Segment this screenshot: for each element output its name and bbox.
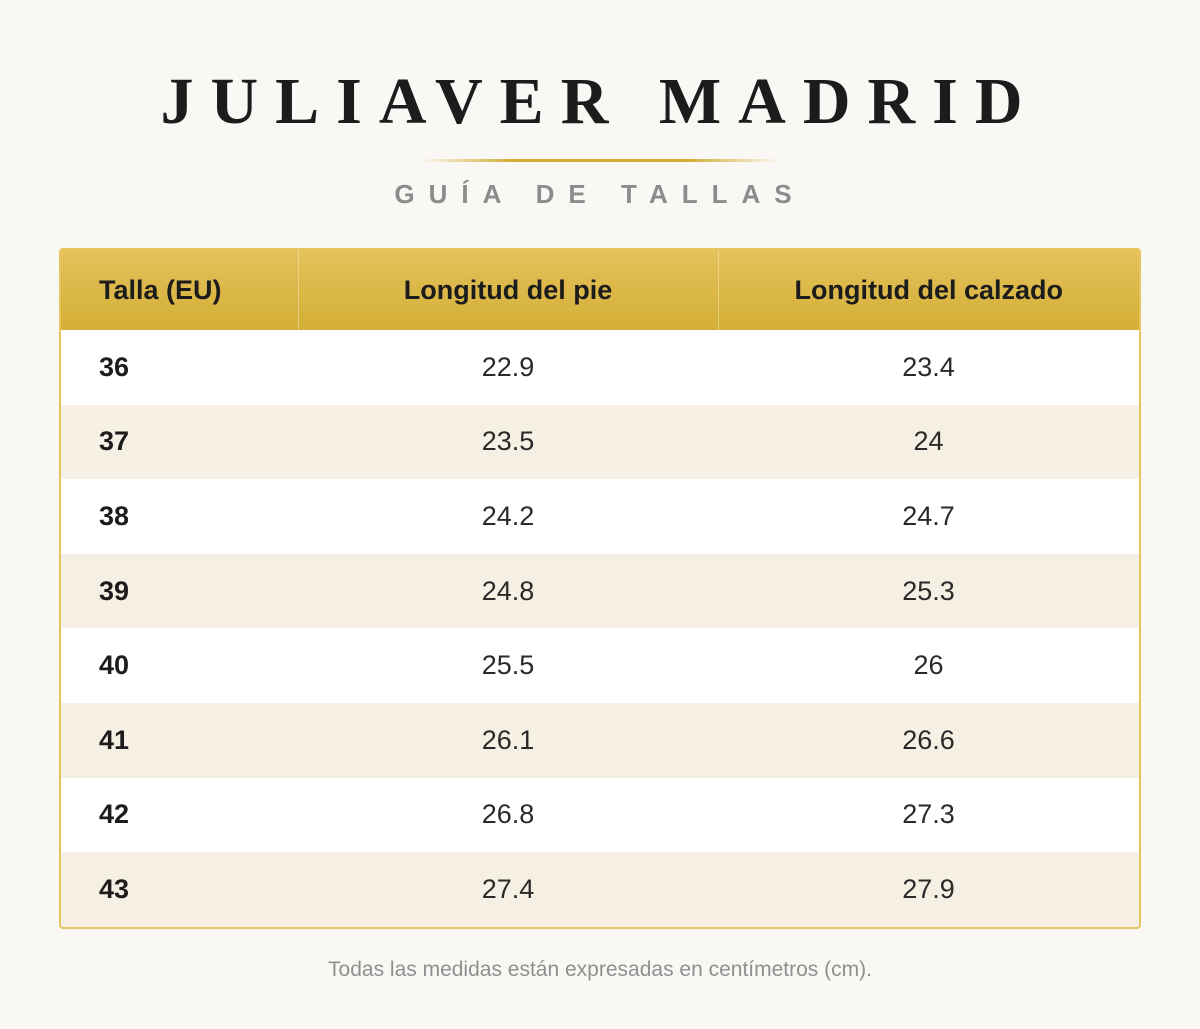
table-row: 39 24.8 25.3	[61, 553, 1139, 629]
shoe-length-cell: 26.6	[718, 702, 1139, 778]
size-cell: 42	[61, 777, 298, 853]
table-row: 43 27.4 27.9	[61, 852, 1139, 927]
table-row: 42 26.8 27.3	[61, 777, 1139, 853]
shoe-length-cell: 27.9	[718, 852, 1139, 927]
page-subtitle: GUÍA DE TALLAS	[394, 179, 806, 209]
column-header-foot-length: Longitud del pie	[297, 250, 718, 330]
size-cell: 38	[61, 479, 298, 554]
shoe-length-cell: 24.7	[718, 479, 1139, 554]
size-cell: 40	[61, 628, 298, 703]
measurement-note: Todas las medidas están expresadas en ce…	[328, 958, 872, 981]
foot-length-cell: 24.8	[298, 553, 718, 629]
shoe-length-cell: 23.4	[718, 330, 1139, 405]
foot-length-cell: 25.5	[298, 628, 718, 703]
size-table: Talla (EU) Longitud del pie Longitud del…	[61, 250, 1139, 927]
table-row: 40 25.5 26	[61, 628, 1139, 703]
column-header-size: Talla (EU)	[61, 250, 298, 330]
foot-length-cell: 22.9	[298, 330, 718, 405]
header-row: Talla (EU) Longitud del pie Longitud del…	[61, 250, 1139, 330]
size-cell: 43	[61, 852, 298, 927]
foot-length-cell: 27.4	[298, 852, 718, 927]
shoe-length-cell: 24	[718, 404, 1139, 480]
size-table-header: Talla (EU) Longitud del pie Longitud del…	[61, 250, 1139, 330]
size-cell: 39	[61, 553, 298, 629]
size-cell: 41	[61, 702, 298, 778]
column-header-shoe-length: Longitud del calzado	[717, 250, 1139, 330]
table-row: 37 23.5 24	[61, 404, 1139, 480]
foot-length-cell: 26.8	[298, 777, 718, 853]
foot-length-cell: 26.1	[298, 702, 718, 778]
shoe-length-cell: 26	[718, 628, 1139, 703]
table-row: 36 22.9 23.4	[61, 330, 1139, 405]
size-table-body: 36 22.9 23.4 37 23.5 24 38 24.2 24.7 39 …	[61, 330, 1139, 927]
size-cell: 36	[61, 330, 298, 405]
shoe-length-cell: 25.3	[718, 553, 1139, 629]
size-cell: 37	[61, 404, 298, 480]
table-row: 38 24.2 24.7	[61, 479, 1139, 554]
gold-divider	[420, 159, 780, 162]
brand-title: JULIAVER MADRID	[160, 65, 1040, 138]
table-row: 41 26.1 26.6	[61, 702, 1139, 778]
shoe-length-cell: 27.3	[718, 777, 1139, 853]
foot-length-cell: 23.5	[298, 404, 718, 480]
size-table-container: Talla (EU) Longitud del pie Longitud del…	[59, 248, 1141, 929]
foot-length-cell: 24.2	[298, 479, 718, 554]
